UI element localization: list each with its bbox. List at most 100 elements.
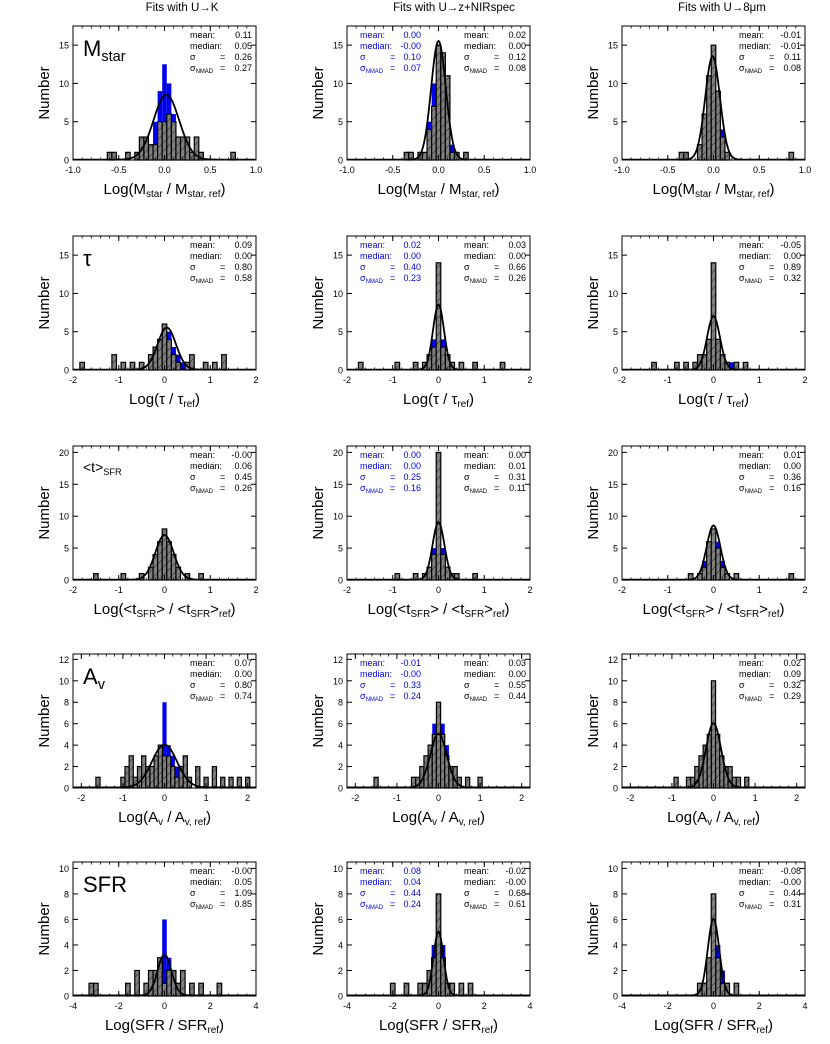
stats-black-label: σNMAD (464, 899, 487, 911)
x-tick-label: -2 (618, 375, 626, 385)
blue-bar (162, 919, 167, 996)
gray-bar (175, 361, 182, 371)
stats-black-value: 0.00 (508, 450, 526, 460)
stats-black-label-part: σ (190, 680, 196, 690)
x-axis-label-part: Log(<t (94, 601, 138, 618)
stats-black-label: σ (464, 262, 470, 272)
stats-black-value: 0.29 (783, 691, 801, 701)
stats-black-label-part: median: (739, 251, 771, 261)
y-tick-label: 5 (64, 327, 69, 337)
stats-black-label: median: (464, 461, 496, 471)
x-axis-label-part: > / <t (156, 601, 191, 618)
gray-bar (157, 744, 164, 789)
stats-black-value: 0.26 (234, 483, 252, 493)
x-tick-label: -1 (389, 375, 397, 385)
y-axis-label: Number (585, 486, 602, 539)
gray-bar (710, 680, 717, 789)
stats-black-label: mean: (190, 658, 215, 668)
stats-black-label-part: mean: (190, 240, 215, 250)
gray-bar (182, 755, 188, 789)
y-tick-label: 10 (59, 676, 69, 686)
y-tick-label: 5 (338, 117, 343, 127)
y-tick-label: 8 (613, 889, 618, 899)
stats-blue-value: 0.16 (403, 483, 421, 493)
y-axis-label: Number (36, 276, 53, 329)
stats-black-value: -0.02 (505, 866, 526, 876)
x-axis-label-part: ) (230, 601, 235, 618)
gray-bar (449, 151, 456, 161)
x-axis-label-part: ref (457, 399, 469, 410)
x-tick-label: 2 (802, 375, 807, 385)
panel-label-part: M (83, 36, 101, 61)
x-tick-label: -1.0 (339, 165, 355, 175)
x-tick-label: 0 (711, 1001, 716, 1011)
stats-black-label-part: σ (190, 472, 196, 482)
y-axis-label: Number (36, 486, 53, 539)
gray-bar (153, 755, 159, 789)
x-axis-label-part: Log(SFR / SFR (105, 1017, 208, 1034)
panel-label-part: A (83, 664, 98, 689)
panel-label: τ (83, 246, 92, 271)
x-axis-label-part: star (695, 189, 712, 200)
y-tick-label: 5 (338, 544, 343, 554)
x-tick-label: 2 (757, 1001, 762, 1011)
stats-black-value: 0.07 (234, 658, 252, 668)
x-axis-label: Log(Av / Av, ref) (118, 809, 211, 828)
y-tick-label: 6 (338, 915, 343, 925)
x-axis-label: Log(SFR / SFRref) (379, 1017, 498, 1036)
stats-black-label: mean: (190, 30, 215, 40)
stats-blue-label-part: mean: (360, 866, 385, 876)
gray-bar (440, 553, 446, 581)
stats-blue-label: median: (360, 669, 392, 679)
x-tick-label: 0 (436, 1001, 441, 1011)
stats-black-value: 0.01 (508, 461, 526, 471)
stats-black-label: median: (190, 461, 222, 471)
stats-black-label: median: (739, 669, 771, 679)
stats-black-label-part: σ (190, 483, 196, 493)
stats-blue-label: mean: (360, 240, 385, 250)
stats-black-value: 1.09 (234, 888, 252, 898)
stats-black-value: -0.01 (780, 30, 801, 40)
stats-black-value: 0.00 (508, 669, 526, 679)
stats-black-label-part: median: (739, 461, 771, 471)
stats-black-label-part: mean: (190, 450, 215, 460)
stats-black-equals: = (769, 52, 774, 62)
stats-black-label-part: σ (464, 899, 470, 909)
stats-black-label: mean: (464, 658, 489, 668)
stats-black-label: σNMAD (190, 483, 213, 495)
fit-curve (347, 732, 530, 789)
panel-label-part: star (101, 49, 125, 65)
stats-black-value: -0.00 (505, 877, 526, 887)
stats-black-label: mean: (464, 866, 489, 876)
x-tick-label: 0 (162, 375, 167, 385)
x-tick-label: -2 (115, 1001, 123, 1011)
stats-black-equals: = (220, 472, 225, 482)
stats-black-equals: = (494, 273, 499, 283)
stats-black-label-part: σ (739, 888, 745, 898)
x-axis-label-part: star (146, 189, 163, 200)
stats-black-label: mean: (464, 30, 489, 40)
stats-black-label-part: median: (190, 877, 222, 887)
x-tick-label: 1.0 (524, 165, 537, 175)
stats-black-label-part: median: (464, 877, 496, 887)
x-tick-label: 0.0 (707, 165, 720, 175)
panel-label: Mstar (83, 36, 126, 65)
y-tick-label: 5 (338, 327, 343, 337)
stats-blue-label-part: σ (360, 680, 366, 690)
x-axis-label-part: ref (757, 1025, 769, 1036)
stats-black-equals: = (494, 680, 499, 690)
y-tick-label: 10 (333, 512, 343, 522)
stats-black-equals: = (220, 691, 225, 701)
stats-black-label-part: σ (464, 262, 470, 272)
y-tick-label: 15 (608, 41, 618, 51)
y-tick-label: 12 (333, 655, 343, 665)
stats-black-value: 0.06 (234, 461, 252, 471)
stats-blue-label: σNMAD (360, 483, 383, 495)
stats-black-value: 0.26 (234, 52, 252, 62)
y-tick-label: 10 (333, 864, 343, 874)
stats-blue-value: 0.00 (403, 450, 421, 460)
x-tick-label: 0 (436, 793, 441, 803)
